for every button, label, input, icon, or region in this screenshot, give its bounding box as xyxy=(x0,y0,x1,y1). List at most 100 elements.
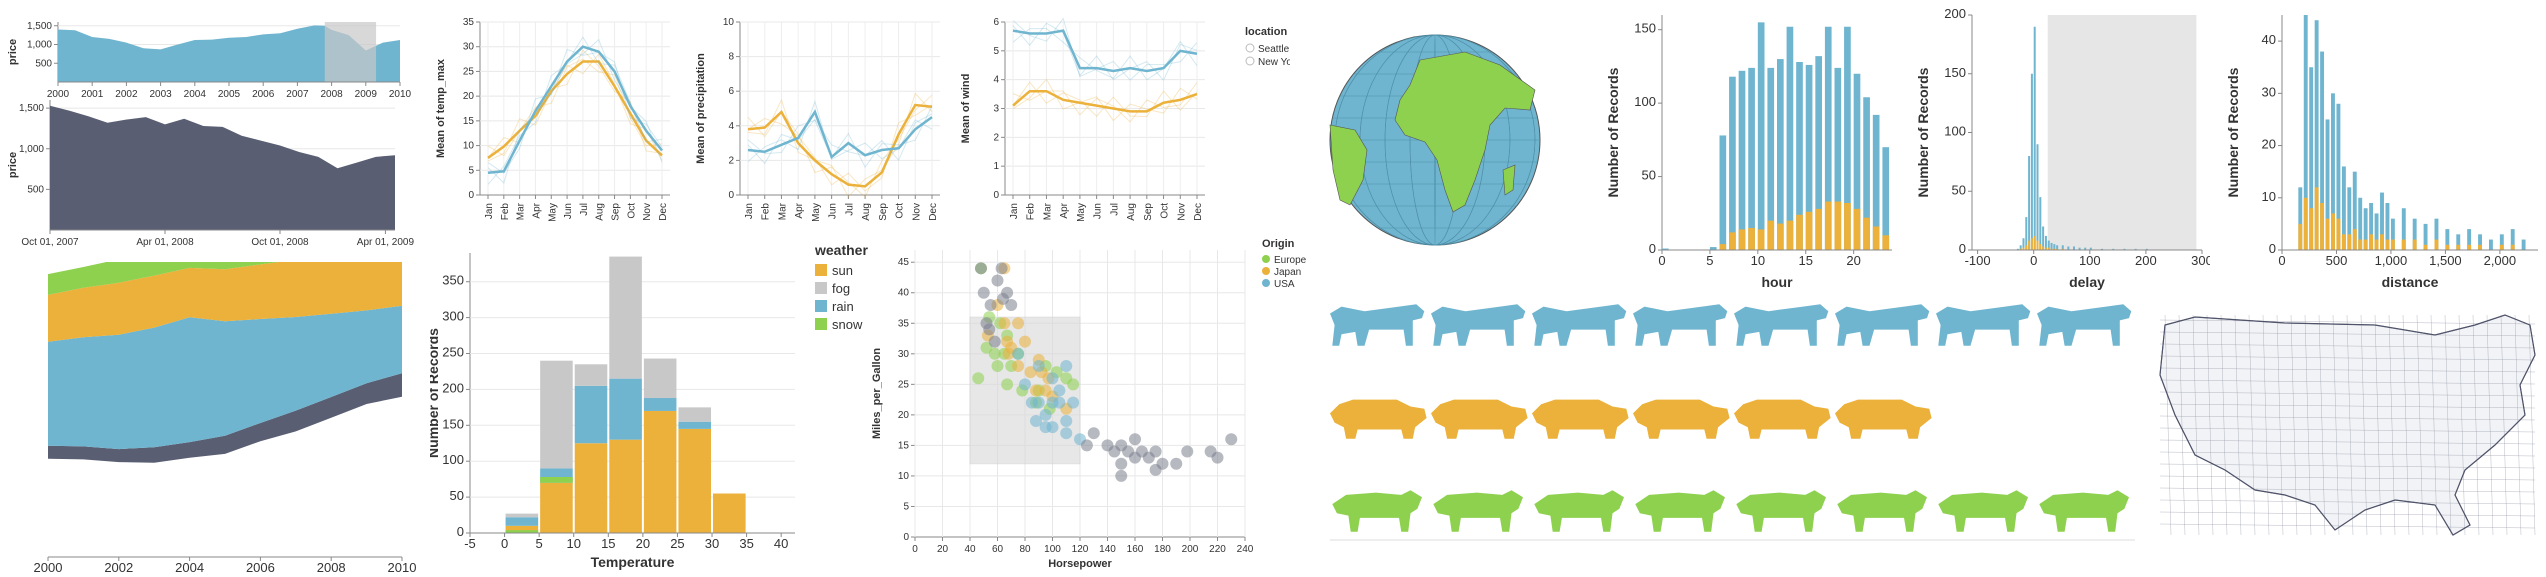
highlight-bar xyxy=(2325,218,2330,250)
county-line xyxy=(2528,314,2536,536)
county-line xyxy=(2388,314,2396,536)
x-tick-label: 2004 xyxy=(184,89,207,100)
scatter-point xyxy=(1149,463,1162,476)
scatter-point xyxy=(1039,421,1052,434)
x-tick-label: 2000 xyxy=(34,560,63,572)
pigs-shape xyxy=(1633,399,1730,439)
x-tick-label: 2005 xyxy=(218,89,241,100)
highlight-bar xyxy=(2022,247,2025,250)
year-line xyxy=(487,48,663,184)
highlight-bar xyxy=(1853,208,1861,250)
hour-histogram-chart[interactable]: 0 50 100 150 0 5 10 15 20 hour Number of Records xyxy=(1600,0,1900,295)
highlight-bar xyxy=(1719,244,1727,250)
y-tick-label: 2 xyxy=(993,132,999,143)
histogram-bar xyxy=(1729,76,1736,250)
hour-histogram-svg[interactable]: 0 50 100 150 0 5 10 15 20 hour Number of Records xyxy=(1600,0,1900,295)
county-line xyxy=(2159,319,2536,325)
x-tick-label: 2,000 xyxy=(2484,253,2517,268)
highlight-bar xyxy=(2050,248,2053,250)
county-line xyxy=(2159,367,2536,373)
us-border xyxy=(2159,314,2536,536)
x-tick-label: 140 xyxy=(1099,544,1116,555)
detail-price-svg: 500 1,000 1,500 Oct 01, 2007 Apr 01, 2008 Oct… xyxy=(7,100,414,248)
histogram-bar xyxy=(1786,26,1794,250)
histogram-bar xyxy=(1767,67,1775,250)
stacked-area-svg: 2000 2002 2004 2006 2008 2010 xyxy=(34,87,416,575)
scatter-point xyxy=(1149,445,1162,458)
sheep-shape xyxy=(1938,490,2028,532)
scatter-point xyxy=(995,262,1008,275)
x-tick-label: 2002 xyxy=(104,560,133,572)
stacked-bar xyxy=(678,421,712,429)
legend-label: Japan xyxy=(1274,267,1301,278)
stacked-bar xyxy=(643,358,677,399)
detail-area xyxy=(50,105,395,230)
x-tick-label: Jan xyxy=(484,203,495,219)
x-tick-label: 100 xyxy=(2079,253,2101,268)
x-tick-label: Sep xyxy=(611,203,622,221)
y-tick-label: 40 xyxy=(898,288,910,299)
distance-histogram-chart[interactable]: 0 10 20 30 40 0 500 1,000 1,500 2,000 distance Numb… xyxy=(2220,0,2546,295)
histogram-bar xyxy=(2521,239,2526,250)
highlight-bar xyxy=(1748,227,1755,250)
y-tick-label: 0 xyxy=(457,524,464,539)
county-line xyxy=(2472,314,2480,536)
legend-label: snow xyxy=(832,317,863,332)
legend-label: USA xyxy=(1274,279,1295,290)
y-tick-label: 10 xyxy=(463,141,475,152)
y-tick-label: 1 xyxy=(993,161,999,172)
sheep-shape xyxy=(1635,490,1725,532)
histogram-bar xyxy=(1757,22,1765,250)
distance-histogram-svg[interactable]: 0 10 20 30 40 0 500 1,000 1,500 2,000 distance Numb… xyxy=(2220,0,2546,295)
mean-line xyxy=(1012,89,1198,113)
sheep-shape xyxy=(1534,490,1624,532)
x-tick-label: 15 xyxy=(1799,253,1813,268)
scatter-point xyxy=(1211,451,1224,464)
scatter-point xyxy=(1030,414,1042,427)
highlight-bar xyxy=(2358,239,2363,250)
sheep-icon xyxy=(1332,490,1422,532)
year-line xyxy=(1012,28,1198,81)
wind-line-chart: 0 1 2 3 4 5 6 Jan Feb Mar Apr May Jun Jul Aug Sep Oct Nov… xyxy=(955,0,1301,235)
county-line xyxy=(2318,314,2326,536)
cattle-shape xyxy=(1633,304,1728,346)
stacked-bar xyxy=(574,364,608,386)
histogram-bar xyxy=(2050,242,2053,250)
y-tick-label: 1,500 xyxy=(27,21,52,32)
legend-label: fog xyxy=(832,281,850,296)
x-tick-label: 2008 xyxy=(317,560,346,572)
delay-histogram-chart[interactable]: 0 50 100 150 200 -100 0 100 200 300 delay Number of… xyxy=(1910,0,2213,295)
x-tick-label: 20 xyxy=(636,536,650,551)
highlight-bar xyxy=(2380,234,2384,250)
scatter-point xyxy=(1053,384,1066,397)
scatter-point xyxy=(997,292,1009,305)
stream-layer xyxy=(48,305,402,450)
x-tick-label: 0 xyxy=(2278,253,2285,268)
x-tick-label: Oct 01, 2008 xyxy=(251,237,309,248)
highlight-bar xyxy=(1767,220,1775,250)
x-tick-label: 180 xyxy=(1154,544,1171,555)
y-tick-label: 15 xyxy=(463,116,475,127)
cattle-shape xyxy=(1734,304,1829,346)
legend-symbol xyxy=(1262,279,1270,287)
county-line xyxy=(2346,314,2354,536)
x-tick-label: Jun xyxy=(1093,203,1104,219)
scatter-point xyxy=(1024,366,1037,379)
county-line xyxy=(2159,439,2536,445)
county-line xyxy=(2159,403,2536,409)
y-axis-title: Miles_per_Gallon xyxy=(871,348,883,439)
year-line xyxy=(1012,82,1198,123)
sheep-shape xyxy=(1736,490,1826,532)
histogram-bar xyxy=(2022,238,2025,250)
highlight-bar xyxy=(2445,244,2450,250)
overview-price-chart[interactable]: 500 1,000 1,500 2000 2001 2002 2003 2004 2005 200… xyxy=(0,0,420,113)
cattle-icon xyxy=(1835,304,1930,346)
legend-label: Seattle xyxy=(1258,44,1290,55)
cars-scatter-chart[interactable]: 0 5 10 15 20 25 30 35 40 45 0 20 40 60 80 100 120 140 160 1… xyxy=(870,235,1310,572)
cars-scatter-svg[interactable]: 0 5 10 15 20 25 30 35 40 45 0 20 40 60 80 100 120 140 160 1… xyxy=(870,235,1310,572)
scatter-point xyxy=(991,274,1004,287)
county-line xyxy=(2332,314,2340,536)
us-counties-map xyxy=(2135,295,2546,555)
